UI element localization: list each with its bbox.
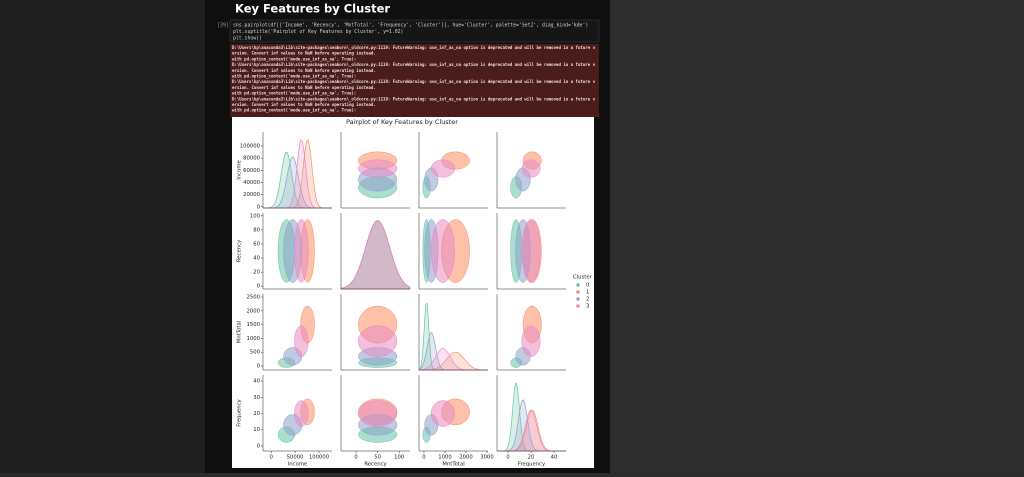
y-tick-label: 30 xyxy=(253,395,260,401)
legend-marker xyxy=(576,290,580,294)
y-tick-label: 1500 xyxy=(247,322,261,328)
y-tick-label: 20 xyxy=(253,270,260,276)
figure-title: Pairplot of Key Features by Cluster xyxy=(346,118,458,126)
legend-label: 0 xyxy=(586,283,590,289)
code-cell[interactable] xyxy=(229,19,600,43)
cluster-cloud xyxy=(430,400,455,427)
y-axis-label: Frequency xyxy=(237,399,243,426)
legend-label: 2 xyxy=(586,297,589,303)
y-tick-label: 100 xyxy=(250,213,261,219)
density-curve xyxy=(340,220,411,290)
warning-output xyxy=(230,44,599,117)
x-tick-label: 50000 xyxy=(287,455,304,461)
warning-line: with pd.option_context('mode.use_inf_as_… xyxy=(232,108,356,113)
cluster-cloud xyxy=(358,400,398,427)
code-line: plt.suptitle('Pairplot of Key Features b… xyxy=(233,29,403,35)
y-tick-label: 40 xyxy=(253,379,260,385)
x-tick-label: 100000 xyxy=(309,455,330,461)
warning-line: with pd.option_context('mode.use_inf_as_… xyxy=(232,91,356,96)
x-axis-label: MntTotal xyxy=(442,462,464,468)
y-tick-label: 500 xyxy=(250,350,261,356)
y-tick-label: 60000 xyxy=(243,168,260,174)
code-line: sns.pairplot(df[['Income', 'Recency', 'M… xyxy=(233,23,588,29)
warning-line: D:\Users\hp\anaconda3\Lib\site-packages\… xyxy=(232,96,596,101)
x-tick-label: 0 xyxy=(422,455,426,461)
left-panel xyxy=(0,0,205,473)
legend-marker xyxy=(576,283,580,287)
y-tick-label: 0 xyxy=(257,284,261,290)
x-axis-label: Recency xyxy=(364,462,386,468)
y-axis-label: Income xyxy=(237,160,243,180)
y-axis-label: Recency xyxy=(237,240,243,262)
code-line: plt.show() xyxy=(233,36,262,42)
cluster-cloud xyxy=(521,219,541,283)
legend-marker xyxy=(576,297,580,301)
x-tick-label: 1000 xyxy=(438,455,452,461)
y-tick-label: 2500 xyxy=(247,295,261,301)
y-tick-label: 0 xyxy=(257,363,261,369)
warning-line: D:\Users\hp\anaconda3\Lib\site-packages\… xyxy=(232,79,596,84)
cluster-cloud xyxy=(430,219,455,283)
x-tick-label: 100 xyxy=(394,455,405,461)
y-tick-label: 2000 xyxy=(247,308,261,314)
y-tick-label: 40 xyxy=(253,256,260,262)
warning-line: ersion. Convert inf values to NaN before… xyxy=(232,102,376,107)
x-axis-label: Income xyxy=(288,462,308,468)
y-tick-label: 10 xyxy=(253,427,260,433)
cluster-cloud xyxy=(294,219,309,283)
x-tick-label: 3000 xyxy=(480,455,494,461)
cluster-cloud xyxy=(358,325,398,357)
x-tick-label: 0 xyxy=(269,455,273,461)
y-tick-label: 40000 xyxy=(243,180,260,186)
x-axis-label: Frequency xyxy=(518,462,545,468)
y-tick-label: 20000 xyxy=(243,192,260,198)
x-tick-label: 0 xyxy=(354,455,358,461)
warning-line: with pd.option_context('mode.use_inf_as_… xyxy=(232,56,356,61)
legend-marker xyxy=(576,304,580,308)
density-curve xyxy=(418,351,489,371)
y-tick-label: 0 xyxy=(257,204,261,210)
x-tick-label: 40 xyxy=(551,455,558,461)
warning-line: ersion. Convert inf values to NaN before… xyxy=(232,68,376,73)
x-tick-label: 0 xyxy=(506,455,510,461)
warning-line: D:\Users\hp\anaconda3\Lib\site-packages\… xyxy=(232,62,596,67)
cluster-cloud xyxy=(294,325,309,357)
cluster-cloud xyxy=(521,325,541,357)
legend-label: 3 xyxy=(586,304,589,310)
y-tick-label: 100000 xyxy=(240,143,261,149)
cluster-cloud xyxy=(430,159,455,178)
warning-line: with pd.option_context('mode.use_inf_as_… xyxy=(232,74,356,79)
legend-title: Cluster xyxy=(573,275,593,281)
y-tick-label: 0 xyxy=(257,443,261,449)
right-panel xyxy=(610,0,1024,473)
warning-line: ersion. Convert inf values to NaN before… xyxy=(232,85,376,90)
y-tick-label: 60 xyxy=(253,241,260,247)
heading: Key Features by Cluster xyxy=(235,2,390,16)
y-tick-label: 80000 xyxy=(243,156,260,162)
warning-line: ersion. Convert inf values to NaN before… xyxy=(232,51,376,56)
cluster-cloud xyxy=(358,159,398,178)
y-axis-label: MntTotal xyxy=(237,321,243,343)
y-tick-label: 1000 xyxy=(247,336,261,342)
cluster-cloud xyxy=(521,159,541,178)
cell-prompt: [39]: xyxy=(217,23,232,29)
y-tick-label: 80 xyxy=(253,227,260,233)
warning-line: D:\Users\hp\anaconda3\Lib\site-packages\… xyxy=(232,45,596,50)
cluster-cloud xyxy=(294,400,309,427)
x-tick-label: 50 xyxy=(374,455,381,461)
y-tick-label: 20 xyxy=(253,411,260,417)
x-tick-label: 20 xyxy=(528,455,535,461)
x-tick-label: 2000 xyxy=(459,455,473,461)
legend-label: 1 xyxy=(586,290,589,296)
